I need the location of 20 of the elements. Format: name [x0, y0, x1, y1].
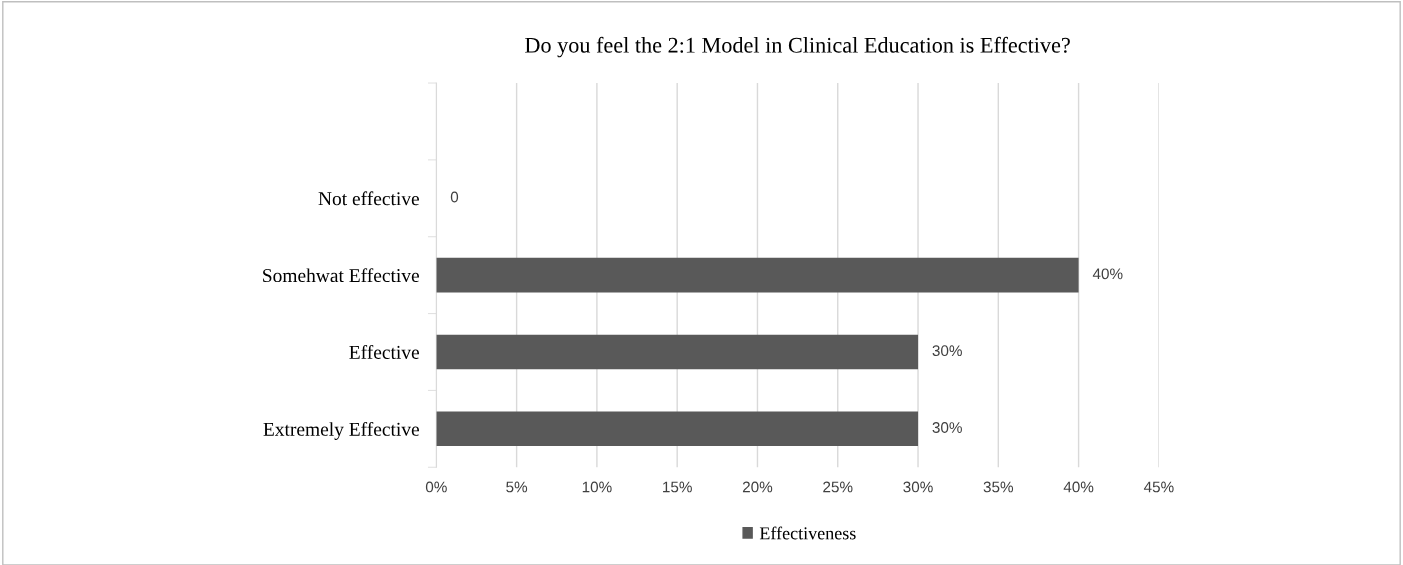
x-tick-label: 45% — [1143, 481, 1174, 493]
data-label: 40% — [1092, 268, 1123, 280]
y-tick-label: Extremely Effective — [263, 421, 419, 440]
y-tick-label: Not effective — [318, 191, 419, 206]
x-tick-label: 30% — [903, 481, 933, 493]
x-tick-label: 35% — [983, 481, 1014, 493]
data-label: 30% — [932, 422, 962, 433]
x-tick-label: 10% — [582, 481, 612, 493]
x-tick-label: 5% — [506, 481, 528, 493]
data-label: 0 — [450, 191, 459, 203]
x-tick-label: 25% — [823, 481, 853, 493]
x-tick-label: 40% — [1063, 481, 1094, 493]
y-tick-label: Somehwat Effective — [263, 268, 419, 283]
data-label: 30% — [932, 345, 962, 357]
x-tick-label: 15% — [663, 481, 692, 493]
x-tick-label: 20% — [742, 481, 773, 493]
y-tick-label: Effective — [349, 345, 419, 359]
legend-label: Effectiveness — [759, 526, 856, 540]
x-tick-label: 0% — [425, 481, 447, 493]
chart-title: Do you feel the 2:1 Model in Clinical Education is Effective? — [525, 36, 1070, 58]
